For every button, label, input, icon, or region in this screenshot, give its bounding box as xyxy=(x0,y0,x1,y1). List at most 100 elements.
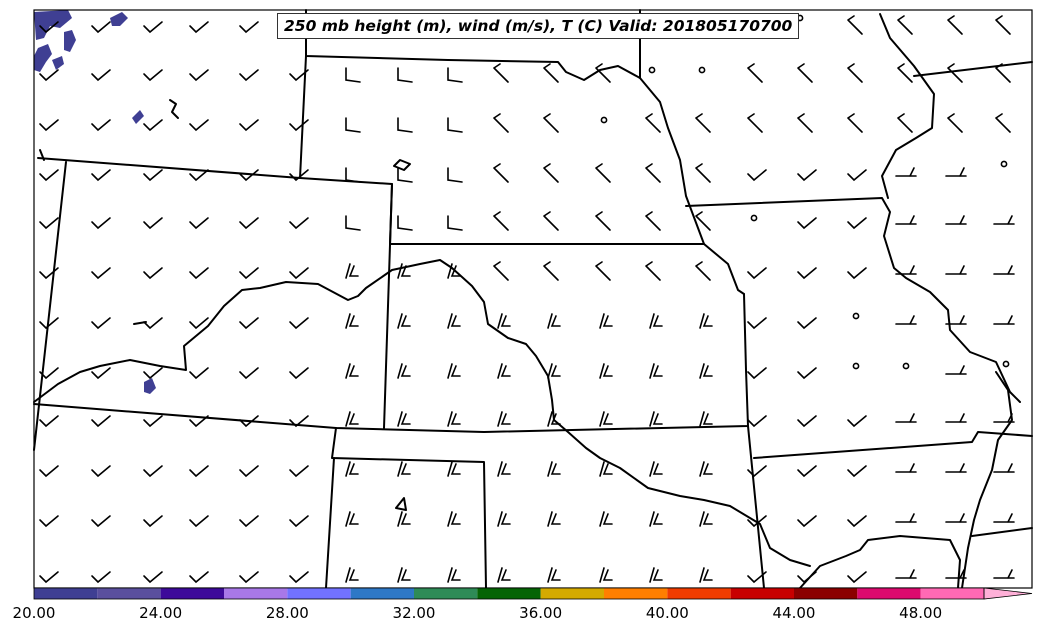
wind-barb xyxy=(143,119,163,132)
border-line xyxy=(169,99,179,119)
colorbar-extend-arrow xyxy=(983,587,1033,600)
wind-barb xyxy=(289,571,309,584)
wind-barb xyxy=(39,267,59,280)
wind-barb xyxy=(649,313,663,329)
wind-barb xyxy=(543,63,559,83)
wind-barb xyxy=(447,167,463,183)
wind-barb xyxy=(189,465,209,478)
wind-barb xyxy=(447,567,461,583)
wind-barb xyxy=(143,69,163,82)
wind-barb xyxy=(895,569,917,579)
wind-barb xyxy=(497,461,511,477)
colorbar-swatch xyxy=(604,588,668,599)
wind-barb xyxy=(547,567,561,583)
wind-barb xyxy=(189,69,209,82)
wind-barb xyxy=(543,261,559,281)
wind-barb xyxy=(747,515,767,528)
wind-barb xyxy=(447,511,461,527)
wind-barb xyxy=(993,413,1015,423)
wind-barb xyxy=(945,365,967,375)
wind-barb xyxy=(649,363,663,379)
wind-barb xyxy=(895,265,917,275)
border-line xyxy=(299,55,307,179)
wind-barb xyxy=(747,367,767,380)
colorbar-swatch xyxy=(857,588,921,599)
wind-barb xyxy=(645,163,661,183)
wind-barb xyxy=(143,217,163,230)
wind-barb xyxy=(143,317,163,330)
wind-barb xyxy=(239,571,259,584)
temperature-shade-region xyxy=(132,110,144,124)
wind-barb xyxy=(993,215,1015,225)
colorbar-tick-label: 32.00 xyxy=(392,604,436,622)
wind-barb xyxy=(39,21,59,34)
wind-barb xyxy=(895,315,917,325)
wind-barb xyxy=(91,21,111,34)
border-line xyxy=(37,157,705,245)
wind-barb xyxy=(143,415,163,428)
wind-barb xyxy=(897,113,913,133)
wind-barb xyxy=(797,367,817,380)
temperature-shade-region xyxy=(34,44,52,72)
wind-barb xyxy=(797,317,817,330)
wind-barb xyxy=(695,113,711,133)
wind-barb xyxy=(189,119,209,132)
wind-barb xyxy=(945,167,967,177)
wind-barb xyxy=(39,169,59,182)
colorbar-tick-label: 20.00 xyxy=(12,604,56,622)
wind-barb xyxy=(699,313,713,329)
wind-barb xyxy=(447,411,461,427)
wind-barb xyxy=(695,211,711,231)
wind-barb xyxy=(143,515,163,528)
wind-barb xyxy=(497,511,511,527)
state-borders xyxy=(33,9,1033,589)
temperature-shade-region xyxy=(144,378,156,394)
colorbar-swatch xyxy=(477,588,541,599)
wind-barb xyxy=(847,415,867,428)
wind-barb xyxy=(345,567,359,583)
wind-barb xyxy=(497,411,511,427)
wind-barb xyxy=(39,119,59,132)
wind-barbs xyxy=(39,14,1015,584)
wind-barb xyxy=(91,465,111,478)
wind-barb xyxy=(599,313,613,329)
colorbar-swatch xyxy=(540,588,604,599)
wind-barb xyxy=(945,413,967,423)
wind-barb xyxy=(547,363,561,379)
calm-wind-circle xyxy=(648,66,656,74)
wind-barb xyxy=(91,69,111,82)
wind-barb xyxy=(649,511,663,527)
wind-barb xyxy=(649,567,663,583)
colorbar-swatch xyxy=(160,588,224,599)
wind-barb xyxy=(39,415,59,428)
wind-barb xyxy=(747,571,767,584)
wind-barb xyxy=(289,69,309,82)
colorbar-tick-label: 40.00 xyxy=(645,604,689,622)
wind-barb xyxy=(945,215,967,225)
wind-barb xyxy=(895,167,917,177)
wind-barb xyxy=(945,569,967,579)
wind-barb xyxy=(699,567,713,583)
wind-barb xyxy=(945,315,967,325)
wind-barb xyxy=(345,167,361,183)
wind-barb xyxy=(189,267,209,280)
calm-wind-circle xyxy=(698,66,706,74)
wind-barb xyxy=(599,363,613,379)
temperature-shade-region xyxy=(64,30,76,52)
wind-barb xyxy=(945,513,967,523)
wind-barb xyxy=(289,217,309,230)
wind-barb xyxy=(797,465,817,478)
wind-barb xyxy=(995,63,1011,83)
wind-barb xyxy=(289,119,309,132)
wind-barb xyxy=(91,217,111,230)
wind-barb xyxy=(39,367,59,380)
wind-barb xyxy=(239,119,259,132)
border-line xyxy=(639,77,745,295)
wind-barb xyxy=(993,265,1015,275)
wind-barb xyxy=(39,571,59,584)
wind-barb xyxy=(289,169,309,182)
wind-barb xyxy=(189,571,209,584)
wind-barb xyxy=(397,215,413,231)
border-line xyxy=(685,197,1021,403)
